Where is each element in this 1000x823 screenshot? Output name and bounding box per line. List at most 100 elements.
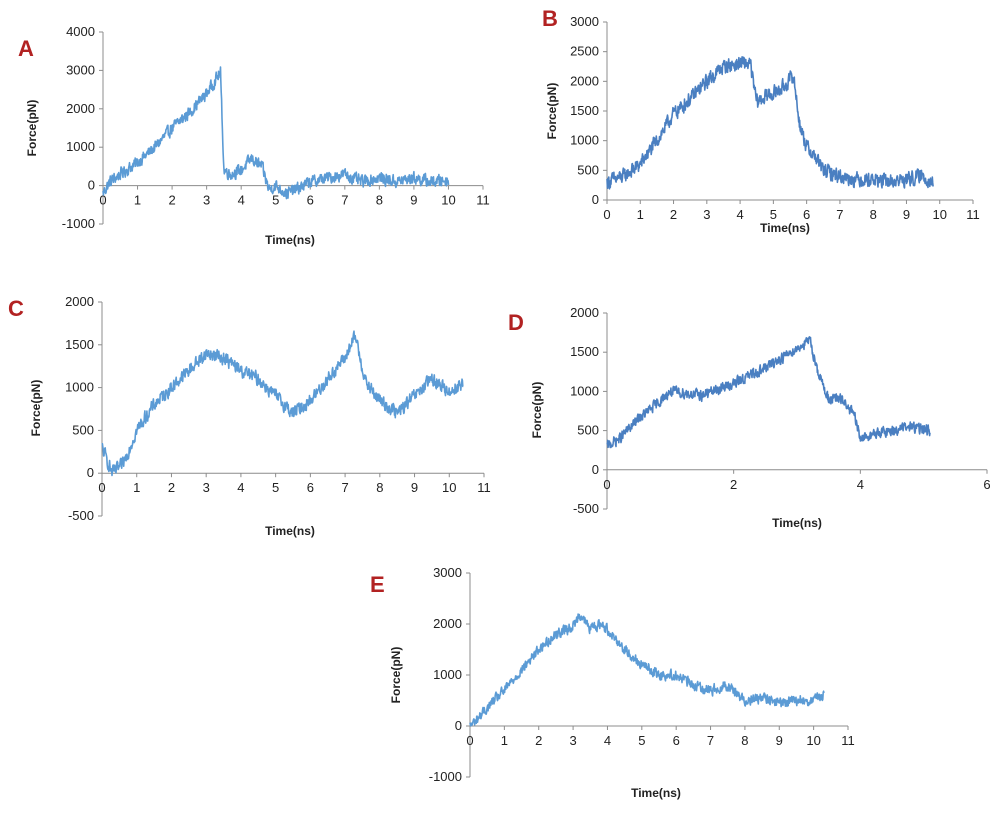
y-axis-title: Force(pN)	[25, 100, 39, 157]
x-axis-title: Time(ns)	[631, 786, 681, 800]
y-tick-label: 2000	[570, 73, 599, 88]
x-tick-label: 2	[730, 477, 737, 492]
x-tick-label: 1	[637, 207, 644, 222]
x-tick-label: 6	[307, 193, 314, 208]
y-tick-label: 2000	[65, 294, 94, 309]
panel-e: E -1000 0 1000 2000 3000 0 1 2 3 4 5 6 7 8 9 10 11 Time(ns…	[370, 565, 855, 800]
x-tick-label: 8	[741, 733, 748, 748]
force-series-line	[102, 66, 450, 200]
panel-letter: C	[8, 296, 24, 321]
x-tick-label: 11	[477, 480, 491, 495]
y-tick-label: 2500	[570, 44, 599, 59]
y-axis-title: Force(pN)	[389, 647, 403, 704]
x-tick-label: 9	[776, 733, 783, 748]
x-tick-label: 5	[272, 193, 279, 208]
x-tick-label: 10	[932, 207, 946, 222]
y-tick-label: 0	[455, 718, 462, 733]
x-tick-label: 7	[341, 193, 348, 208]
y-tick-label: 500	[577, 162, 599, 177]
x-tick-label: 9	[410, 193, 417, 208]
y-tick-label: -500	[573, 501, 599, 516]
y-tick-label: 3000	[433, 565, 462, 580]
x-tick-label: 3	[703, 207, 710, 222]
y-tick-label: 1000	[570, 133, 599, 148]
force-series-line	[606, 56, 934, 190]
y-tick-label: 0	[592, 462, 599, 477]
x-tick-label: 0	[466, 733, 473, 748]
x-tick-label: 4	[237, 480, 244, 495]
panel-letter: D	[508, 310, 524, 335]
x-tick-label: 10	[441, 193, 455, 208]
y-tick-label: 3000	[570, 14, 599, 29]
panel-a: A -1000 0 1000 2000 3000 4000 0 1 2 3 4 5 6 7 8 9 10 11 Tim…	[18, 24, 490, 247]
x-tick-label: 4	[238, 193, 245, 208]
x-tick-label: 5	[770, 207, 777, 222]
y-axis-title: Force(pN)	[530, 382, 544, 439]
x-tick-label: 6	[673, 733, 680, 748]
panel-c: C -500 0 500 1000 1500 2000 0 1 2 3 4 5 6 7 8 9 10 11 Time(…	[8, 294, 491, 538]
x-tick-label: 4	[604, 733, 611, 748]
x-axis-title: Time(ns)	[760, 221, 810, 235]
y-axis-title: Force(pN)	[545, 83, 559, 140]
y-tick-label: -500	[68, 508, 94, 523]
x-tick-label: 8	[376, 480, 383, 495]
y-tick-label: 2000	[570, 305, 599, 320]
x-tick-label: 2	[535, 733, 542, 748]
y-tick-label: 1500	[570, 344, 599, 359]
y-tick-label: 0	[592, 192, 599, 207]
y-tick-label: 1500	[570, 103, 599, 118]
panel-letter: B	[542, 6, 558, 31]
x-tick-label: 9	[903, 207, 910, 222]
x-tick-label: 10	[806, 733, 820, 748]
x-tick-label: 2	[670, 207, 677, 222]
y-tick-label: 1000	[65, 380, 94, 395]
x-tick-label: 7	[836, 207, 843, 222]
y-tick-label: 3000	[66, 62, 95, 77]
y-tick-label: -1000	[62, 216, 95, 231]
panel-d: D -500 0 500 1000 1500 2000 0 2 4 6 Time(ns) Force(p…	[508, 305, 991, 530]
x-tick-label: 4	[736, 207, 743, 222]
x-tick-label: 2	[168, 193, 175, 208]
x-tick-label: 7	[707, 733, 714, 748]
y-tick-label: 2000	[66, 101, 95, 116]
y-tick-label: 0	[88, 178, 95, 193]
force-series-line	[101, 330, 464, 477]
force-series-line	[469, 613, 825, 727]
y-tick-label: -1000	[429, 769, 462, 784]
x-tick-label: 3	[569, 733, 576, 748]
y-tick-label: 4000	[66, 24, 95, 39]
x-tick-label: 8	[376, 193, 383, 208]
x-tick-label: 11	[476, 193, 490, 208]
x-tick-label: 9	[411, 480, 418, 495]
y-tick-label: 0	[87, 465, 94, 480]
x-axis-title: Time(ns)	[265, 524, 315, 538]
x-tick-label: 0	[98, 480, 105, 495]
x-tick-label: 1	[134, 193, 141, 208]
x-tick-label: 5	[638, 733, 645, 748]
panel-letter: E	[370, 572, 385, 597]
x-tick-label: 6	[803, 207, 810, 222]
y-tick-label: 2000	[433, 616, 462, 631]
x-tick-label: 6	[983, 477, 990, 492]
x-tick-label: 2	[168, 480, 175, 495]
x-tick-label: 11	[966, 207, 980, 222]
y-tick-label: 1000	[433, 667, 462, 682]
x-tick-label: 10	[442, 480, 456, 495]
y-tick-label: 1000	[66, 139, 95, 154]
x-tick-label: 1	[133, 480, 140, 495]
force-series-line	[606, 336, 931, 449]
x-tick-label: 5	[272, 480, 279, 495]
x-tick-label: 7	[341, 480, 348, 495]
y-tick-label: 500	[577, 423, 599, 438]
x-axis-title: Time(ns)	[265, 233, 315, 247]
x-axis-title: Time(ns)	[772, 516, 822, 530]
y-tick-label: 1000	[570, 383, 599, 398]
y-tick-label: 500	[72, 422, 94, 437]
x-tick-label: 8	[870, 207, 877, 222]
x-tick-label: 6	[307, 480, 314, 495]
x-tick-label: 0	[603, 207, 610, 222]
x-tick-label: 1	[501, 733, 508, 748]
y-axis-title: Force(pN)	[29, 380, 43, 437]
x-tick-label: 3	[203, 193, 210, 208]
